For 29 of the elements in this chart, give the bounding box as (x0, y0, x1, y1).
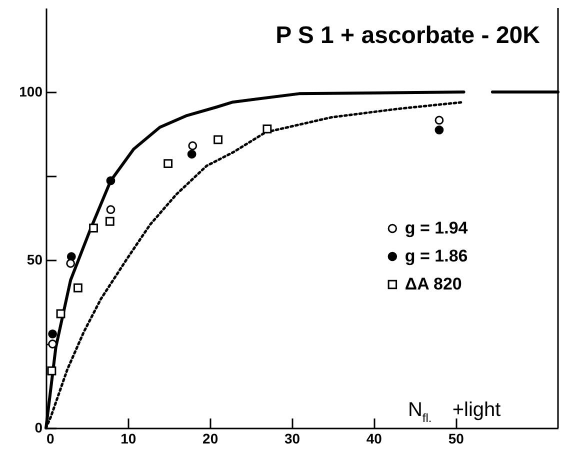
text: P S 1 + ascorbate - 20K (276, 22, 541, 49)
legend-label: g = 1.86 (404, 246, 468, 266)
point (66, 258, 76, 268)
point (188, 141, 198, 150)
point (262, 124, 272, 134)
point (187, 150, 196, 159)
x-tick-label: 40 (366, 430, 382, 446)
point (434, 116, 444, 125)
legend-label: g = 1.94 (404, 218, 468, 238)
x-tick-label: 50 (448, 430, 464, 446)
x-tick-label: 10 (120, 430, 136, 446)
point (164, 159, 173, 168)
x-tick-label: 0 (46, 430, 54, 446)
y-tick-label: 50 (26, 252, 43, 268)
point (106, 176, 116, 186)
y-tick-label: 100 (19, 84, 43, 100)
point (214, 135, 222, 144)
point (434, 126, 444, 134)
point (89, 224, 98, 233)
legend-label: ΔA 820 (404, 274, 462, 294)
point (106, 205, 116, 214)
point (56, 309, 66, 318)
y-tick-label: 0 (34, 420, 43, 436)
point (73, 283, 82, 292)
point (48, 329, 58, 338)
x-tick-label: 20 (202, 430, 218, 446)
point (47, 366, 56, 376)
point (105, 216, 114, 226)
x-tick-label: 30 (284, 430, 300, 446)
